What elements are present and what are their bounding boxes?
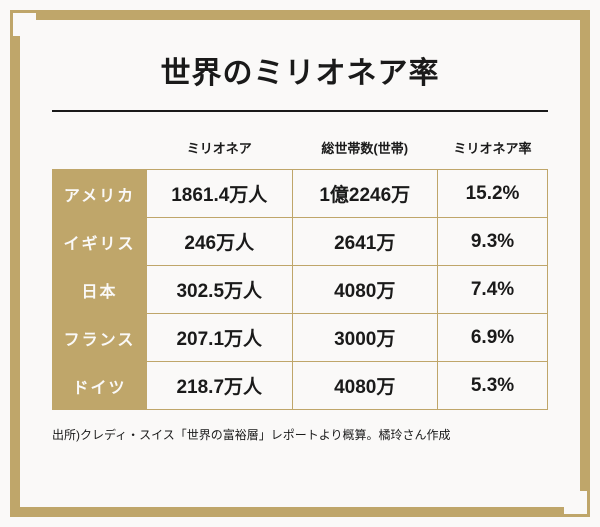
row-country-label: イギリス xyxy=(53,218,147,266)
infographic-frame: 世界のミリオネア率 ミリオネア 総世帯数(世帯) ミリオネア率 アメリカ 186… xyxy=(0,0,600,527)
row-rate: 5.3% xyxy=(438,362,548,410)
row-millionaires: 1861.4万人 xyxy=(147,170,293,218)
table-header-blank xyxy=(53,132,147,170)
row-millionaires: 207.1万人 xyxy=(147,314,293,362)
row-millionaires: 218.7万人 xyxy=(147,362,293,410)
row-country-label: ドイツ xyxy=(53,362,147,410)
title-rule xyxy=(52,110,548,112)
row-country-label: アメリカ xyxy=(53,170,147,218)
table-header-rate: ミリオネア率 xyxy=(438,132,548,170)
table-row: フランス 207.1万人 3000万 6.9% xyxy=(53,314,548,362)
row-millionaires: 302.5万人 xyxy=(147,266,293,314)
row-country-label: 日本 xyxy=(53,266,147,314)
table-row: アメリカ 1861.4万人 1億2246万 15.2% xyxy=(53,170,548,218)
gold-border: 世界のミリオネア率 ミリオネア 総世帯数(世帯) ミリオネア率 アメリカ 186… xyxy=(10,10,590,517)
row-rate: 15.2% xyxy=(438,170,548,218)
table-row: イギリス 246万人 2641万 9.3% xyxy=(53,218,548,266)
row-rate: 6.9% xyxy=(438,314,548,362)
corner-line-tl xyxy=(10,10,46,46)
row-millionaires: 246万人 xyxy=(147,218,293,266)
millionaire-table: ミリオネア 総世帯数(世帯) ミリオネア率 アメリカ 1861.4万人 1億22… xyxy=(52,132,548,410)
row-country-label: フランス xyxy=(53,314,147,362)
corner-line-br xyxy=(554,481,590,517)
table-header-households: 総世帯数(世帯) xyxy=(292,132,438,170)
table-row: 日本 302.5万人 4080万 7.4% xyxy=(53,266,548,314)
row-households: 4080万 xyxy=(292,362,438,410)
table-header-row: ミリオネア 総世帯数(世帯) ミリオネア率 xyxy=(53,132,548,170)
table-row: ドイツ 218.7万人 4080万 5.3% xyxy=(53,362,548,410)
source-note: 出所)クレディ・スイス「世界の富裕層」レポートより概算。橘玲さん作成 xyxy=(52,426,548,443)
page-title: 世界のミリオネア率 xyxy=(52,48,548,92)
row-households: 2641万 xyxy=(292,218,438,266)
table-header-millionaires: ミリオネア xyxy=(147,132,293,170)
row-rate: 7.4% xyxy=(438,266,548,314)
table-body: アメリカ 1861.4万人 1億2246万 15.2% イギリス 246万人 2… xyxy=(53,170,548,410)
row-households: 3000万 xyxy=(292,314,438,362)
row-rate: 9.3% xyxy=(438,218,548,266)
row-households: 4080万 xyxy=(292,266,438,314)
row-households: 1億2246万 xyxy=(292,170,438,218)
